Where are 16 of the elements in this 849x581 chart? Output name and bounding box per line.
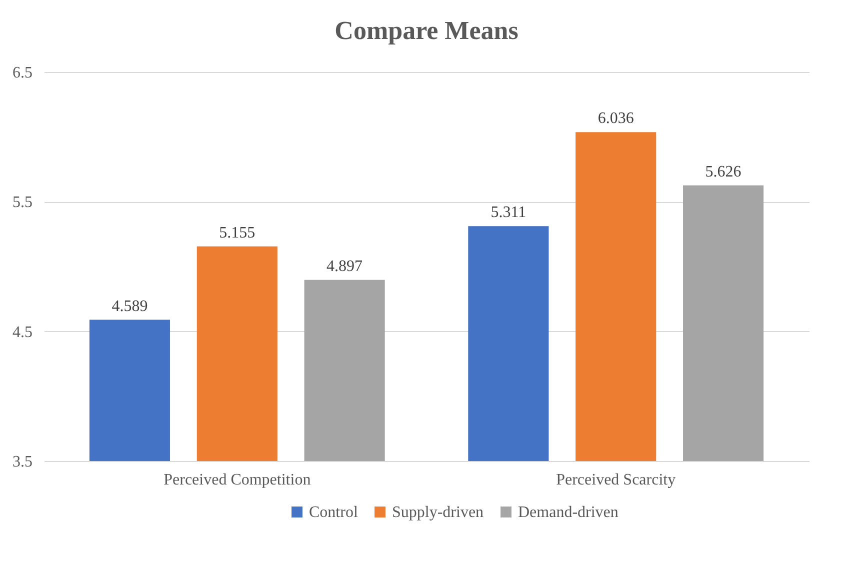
- y-tick-label: 6.5: [12, 64, 32, 82]
- y-tick-label: 5.5: [12, 194, 32, 212]
- y-tick-label: 3.5: [12, 454, 32, 470]
- y-tick-label: 4.5: [12, 324, 32, 341]
- data-label: 6.036: [598, 110, 634, 128]
- data-label: 5.311: [490, 204, 526, 222]
- legend-label: Demand-driven: [518, 504, 618, 521]
- x-tick-label: Perceived Scarcity: [556, 472, 676, 488]
- data-label: 4.897: [326, 258, 363, 275]
- data-label: 5.626: [705, 163, 742, 180]
- data-label: 5.155: [219, 224, 256, 242]
- x-tick-label: Perceived Competition: [164, 472, 311, 488]
- chart-title: Compare Means: [334, 16, 518, 45]
- data-label: 4.589: [112, 298, 148, 315]
- legend-label: Supply-driven: [392, 504, 484, 521]
- legend-label: Control: [309, 504, 358, 521]
